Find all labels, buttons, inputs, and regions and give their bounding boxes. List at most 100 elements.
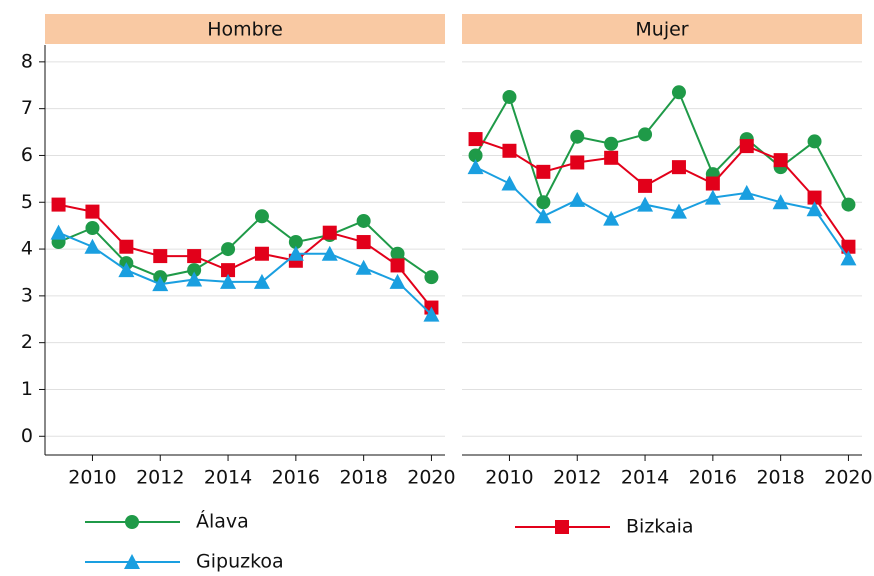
y-tick-label: 2 xyxy=(21,331,33,353)
point xyxy=(671,160,686,175)
point xyxy=(603,210,620,226)
panel-header xyxy=(45,14,445,44)
point xyxy=(424,270,439,285)
series xyxy=(58,214,433,279)
point xyxy=(637,196,654,212)
point xyxy=(85,204,100,219)
y-tick-label: 7 xyxy=(21,97,33,119)
point xyxy=(536,195,551,210)
point xyxy=(152,276,169,292)
point xyxy=(841,197,856,212)
x-tick-label: 2016 xyxy=(272,467,320,489)
legend-marker xyxy=(124,554,140,569)
point xyxy=(570,155,585,170)
point xyxy=(807,134,822,149)
panel-header xyxy=(462,14,862,44)
point xyxy=(186,271,203,287)
point xyxy=(570,129,585,144)
point xyxy=(468,132,483,147)
legend-label: Álava xyxy=(196,510,249,533)
x-tick-label: 2018 xyxy=(339,467,387,489)
x-tick-label: 2020 xyxy=(824,467,872,489)
x-tick-label: 2012 xyxy=(553,467,601,489)
line xyxy=(475,166,850,259)
point xyxy=(221,242,236,257)
y-tick-label: 0 xyxy=(21,425,33,447)
point xyxy=(85,221,100,236)
point xyxy=(468,148,483,163)
x-tick-label: 2014 xyxy=(621,467,669,489)
y-tick-label: 4 xyxy=(21,238,33,260)
point xyxy=(50,224,67,240)
point xyxy=(355,259,372,275)
point xyxy=(604,136,619,151)
point xyxy=(118,262,135,278)
point xyxy=(322,225,337,240)
point xyxy=(390,258,405,273)
line xyxy=(58,231,433,316)
series xyxy=(58,231,433,316)
point xyxy=(287,245,304,261)
y-tick-label: 3 xyxy=(21,284,33,306)
x-tick-label: 2010 xyxy=(68,467,116,489)
x-tick-label: 2016 xyxy=(689,467,737,489)
point xyxy=(502,143,517,158)
panel-title: Hombre xyxy=(207,19,283,41)
y-tick-label: 1 xyxy=(21,378,33,400)
point xyxy=(536,164,551,179)
point xyxy=(806,201,823,217)
legend-marker xyxy=(125,515,139,529)
point xyxy=(841,239,856,254)
point xyxy=(119,239,134,254)
point xyxy=(807,190,822,205)
point xyxy=(738,184,755,200)
point xyxy=(254,246,269,261)
point xyxy=(638,178,653,193)
legend-label: Bizkaia xyxy=(626,516,694,538)
point xyxy=(704,189,721,205)
line xyxy=(58,203,433,309)
point xyxy=(221,263,236,278)
point xyxy=(705,176,720,191)
y-tick-label: 5 xyxy=(21,191,33,213)
point xyxy=(423,306,440,322)
point xyxy=(321,245,338,261)
x-tick-label: 2012 xyxy=(136,467,184,489)
point xyxy=(467,159,484,175)
point xyxy=(390,246,405,261)
point xyxy=(356,213,371,228)
x-tick-label: 2010 xyxy=(485,467,533,489)
point xyxy=(220,273,237,289)
point xyxy=(253,273,270,289)
point xyxy=(535,208,552,224)
point xyxy=(288,235,303,250)
point xyxy=(254,209,269,224)
line xyxy=(58,214,433,279)
x-tick-label: 2018 xyxy=(756,467,804,489)
x-tick-label: 2014 xyxy=(204,467,252,489)
legend-marker xyxy=(555,520,569,534)
point xyxy=(356,235,371,250)
point xyxy=(569,191,586,207)
point xyxy=(840,250,857,266)
point xyxy=(187,249,202,264)
y-tick-label: 8 xyxy=(21,50,33,72)
point xyxy=(389,273,406,289)
point xyxy=(187,263,202,278)
point xyxy=(772,194,789,210)
point xyxy=(773,153,788,168)
panel-title: Mujer xyxy=(635,19,688,41)
x-tick-label: 2020 xyxy=(407,467,455,489)
point xyxy=(84,238,101,254)
point xyxy=(501,175,518,191)
point xyxy=(51,197,66,212)
point xyxy=(638,127,653,142)
series xyxy=(475,166,850,259)
point xyxy=(670,203,687,219)
point xyxy=(739,139,754,154)
point xyxy=(153,249,168,264)
point xyxy=(671,85,686,100)
point xyxy=(502,89,517,104)
legend-label: Gipuzkoa xyxy=(196,551,284,573)
